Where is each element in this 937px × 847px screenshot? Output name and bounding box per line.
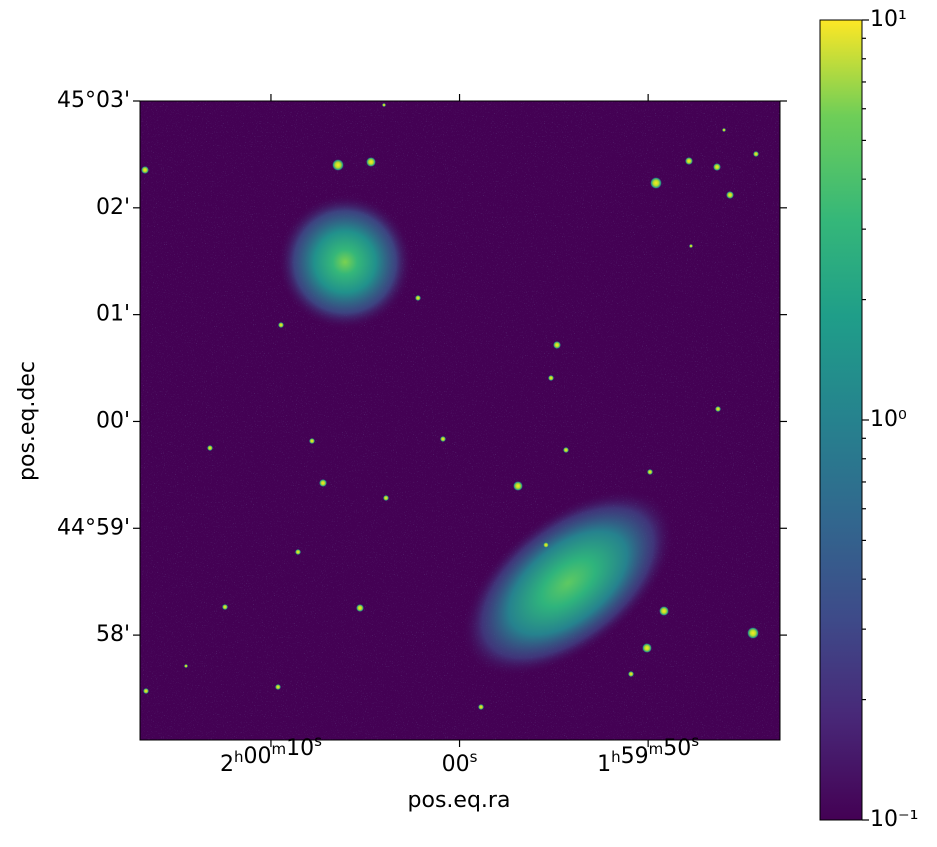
y-tick-label: 00' xyxy=(96,408,130,433)
x-axis-label: pos.eq.ra xyxy=(408,788,511,813)
y-tick-label: 45°03' xyxy=(57,88,130,113)
x-tick-label: 2h00m10s xyxy=(220,732,322,778)
y-tick-label: 02' xyxy=(96,195,130,220)
x-tick-label: 00s xyxy=(442,748,478,778)
y-tick-label: 58' xyxy=(96,622,130,647)
colorbar xyxy=(819,19,863,821)
sky-image xyxy=(140,101,780,740)
x-tick-label: 1h59m50s xyxy=(597,732,699,778)
y-tick-label: 44°59' xyxy=(57,515,130,540)
colorbar-tick-label: 10⁻¹ xyxy=(870,807,918,832)
y-axis-label: pos.eq.dec xyxy=(15,361,40,481)
colorbar-tick-label: 10⁰ xyxy=(870,407,907,432)
y-tick-label: 01' xyxy=(96,302,130,327)
colorbar-tick-label: 10¹ xyxy=(870,7,907,32)
